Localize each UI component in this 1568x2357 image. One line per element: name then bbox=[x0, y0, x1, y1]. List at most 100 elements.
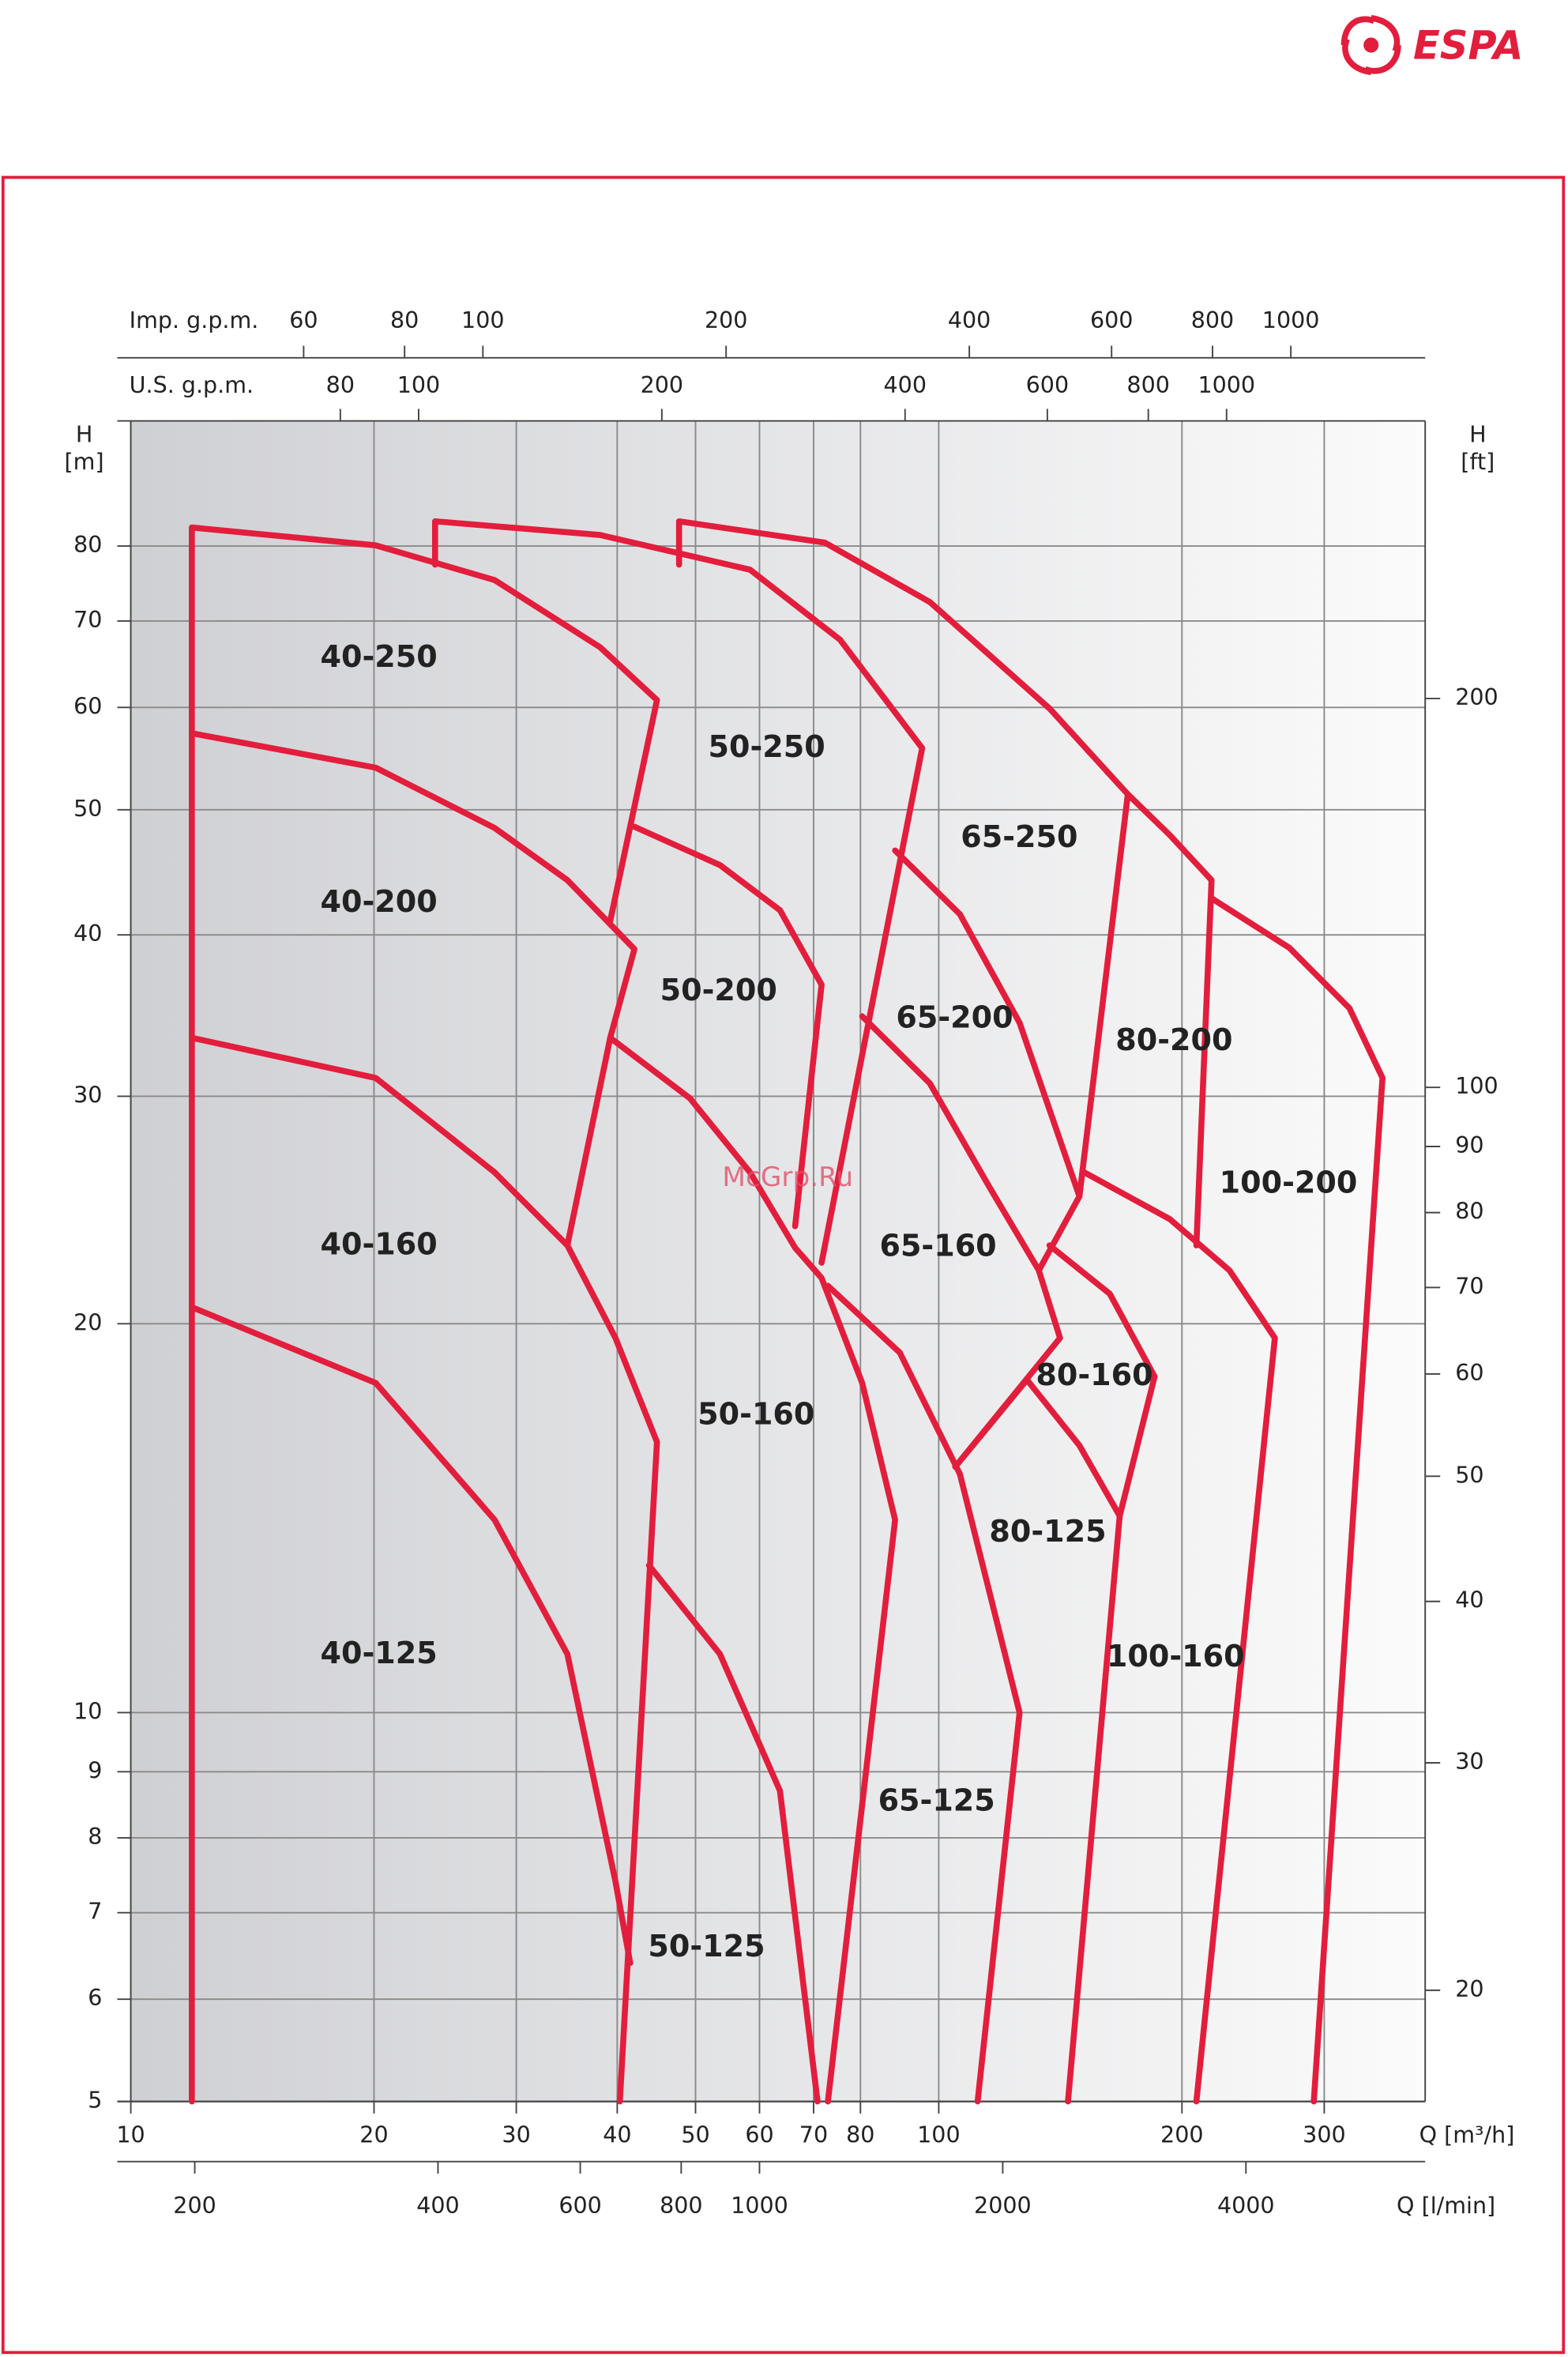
curve-label: 40-200 bbox=[321, 884, 438, 919]
y-tick-label: 80 bbox=[73, 532, 102, 558]
curve bbox=[1124, 791, 1215, 1248]
curve-label: 65-250 bbox=[961, 819, 1077, 854]
y2-tick-label: 200 bbox=[1455, 684, 1498, 710]
curve-label: 50-160 bbox=[698, 1397, 814, 1432]
y-unit: [m] bbox=[65, 449, 104, 475]
y-tick-label: 20 bbox=[73, 1309, 102, 1335]
curve bbox=[1081, 1169, 1278, 2105]
x-label: Q [m³/h] bbox=[1419, 2122, 1515, 2148]
y-tick-label: 9 bbox=[88, 1757, 102, 1783]
top-tick-label: 1000 bbox=[1262, 307, 1320, 333]
top-tick-label: 600 bbox=[1026, 372, 1069, 398]
curve-label: 50-125 bbox=[648, 1929, 765, 1964]
x2-tick-label: 4000 bbox=[1217, 2193, 1275, 2219]
curve-label: 65-200 bbox=[896, 1000, 1013, 1034]
y-tick-label: 30 bbox=[73, 1082, 102, 1108]
top-tick-label: 60 bbox=[289, 307, 318, 333]
x2-label: Q [l/min] bbox=[1397, 2193, 1495, 2219]
labels: 40-250 40-200 40-160 40-125 50-250 50-200 50-1… bbox=[321, 639, 1358, 1964]
axes: 10 20 30 40 50 60 70 80 100 200 300 200 400 600 800 100… bbox=[73, 307, 1498, 2219]
curve bbox=[892, 847, 1083, 1274]
y-tick-label: 50 bbox=[73, 796, 102, 822]
x2-tick-label: 800 bbox=[660, 2193, 702, 2219]
curve bbox=[189, 524, 660, 2105]
top-tick-label: 200 bbox=[641, 372, 683, 398]
curves bbox=[189, 518, 1386, 2105]
y2-tick-label: 60 bbox=[1455, 1360, 1483, 1386]
top-tick-label: 100 bbox=[461, 307, 504, 333]
y-label: H bbox=[76, 422, 92, 448]
y2-tick-label: 30 bbox=[1455, 1749, 1483, 1775]
curve bbox=[189, 1034, 660, 2105]
x-tick-label: 20 bbox=[359, 2122, 388, 2148]
frame bbox=[1, 175, 1566, 2355]
y-tick-label: 5 bbox=[88, 2088, 102, 2114]
y2-tick-label: 40 bbox=[1455, 1587, 1483, 1613]
curve bbox=[431, 518, 926, 1266]
curve bbox=[1046, 1242, 1158, 1519]
curve-label: 65-160 bbox=[879, 1229, 996, 1263]
x2-tick-label: 2000 bbox=[974, 2193, 1032, 2219]
x-tick-label: 80 bbox=[846, 2122, 874, 2148]
x-tick-label: 10 bbox=[116, 2122, 145, 2148]
x-tick-label: 70 bbox=[799, 2122, 828, 2148]
curve bbox=[189, 1304, 634, 1967]
top-tick-label: 800 bbox=[1191, 307, 1234, 333]
y2-tick-label: 50 bbox=[1455, 1462, 1483, 1488]
x-tick-label: 50 bbox=[681, 2122, 709, 2148]
y2-tick-label: 70 bbox=[1455, 1273, 1483, 1299]
curve-label: 100-160 bbox=[1107, 1639, 1245, 1674]
x2-tick-label: 200 bbox=[173, 2193, 216, 2219]
curve-label: 100-200 bbox=[1220, 1165, 1358, 1200]
x2-tick-label: 600 bbox=[558, 2193, 601, 2219]
x-tick-label: 200 bbox=[1160, 2122, 1203, 2148]
curve bbox=[631, 823, 825, 1229]
top-axis-label: U.S. g.p.m. bbox=[130, 372, 254, 398]
curve-label: 80-160 bbox=[1036, 1357, 1152, 1392]
curve-label: 40-125 bbox=[321, 1636, 438, 1670]
x-tick-label: 30 bbox=[502, 2122, 530, 2148]
y-tick-label: 7 bbox=[88, 1899, 102, 1925]
top-tick-label: 80 bbox=[326, 372, 355, 398]
top-tick-label: 80 bbox=[390, 307, 419, 333]
top-tick-label: 100 bbox=[397, 372, 440, 398]
logo: ESPA bbox=[1341, 15, 1523, 76]
y-tick-label: 70 bbox=[73, 607, 102, 633]
x-tick-label: 300 bbox=[1303, 2122, 1345, 2148]
y-tick-label: 60 bbox=[73, 693, 102, 719]
top-tick-label: 600 bbox=[1090, 307, 1133, 333]
curve-label: 50-200 bbox=[660, 973, 777, 1007]
y2-tick-label: 100 bbox=[1455, 1073, 1498, 1099]
y2-label: H bbox=[1469, 422, 1486, 448]
top-tick-label: 400 bbox=[884, 372, 927, 398]
curve-label: 80-200 bbox=[1115, 1022, 1232, 1057]
curve bbox=[645, 1562, 821, 2105]
y-tick-label: 10 bbox=[73, 1698, 102, 1724]
plot-area bbox=[130, 420, 1426, 2102]
top-tick-label: 200 bbox=[705, 307, 747, 333]
x-tick-label: 40 bbox=[603, 2122, 631, 2148]
y2-tick-label: 90 bbox=[1455, 1132, 1483, 1158]
y2-tick-label: 20 bbox=[1455, 1976, 1483, 2002]
x2-tick-label: 1000 bbox=[731, 2193, 788, 2219]
top-axis-label: Imp. g.p.m. bbox=[130, 307, 259, 333]
watermark: McGrp.Ru bbox=[722, 1162, 853, 1193]
y-tick-label: 6 bbox=[88, 1985, 102, 2011]
curve bbox=[825, 1282, 1023, 2105]
curve bbox=[607, 1034, 898, 2105]
x-tick-label: 60 bbox=[745, 2122, 773, 2148]
curve-label: 40-250 bbox=[321, 639, 438, 674]
curve bbox=[1208, 895, 1386, 2105]
x-tick-label: 100 bbox=[917, 2122, 960, 2148]
curve-label: 65-125 bbox=[878, 1783, 995, 1818]
logo-icon bbox=[1341, 15, 1401, 76]
x2-tick-label: 400 bbox=[416, 2193, 459, 2219]
y2-tick-label: 80 bbox=[1455, 1199, 1483, 1225]
curve-label: 80-125 bbox=[989, 1514, 1106, 1549]
top-tick-label: 800 bbox=[1126, 372, 1169, 398]
curve-label: 40-160 bbox=[321, 1227, 438, 1262]
curve-label: 50-250 bbox=[709, 729, 825, 764]
curve bbox=[1024, 1376, 1123, 2105]
